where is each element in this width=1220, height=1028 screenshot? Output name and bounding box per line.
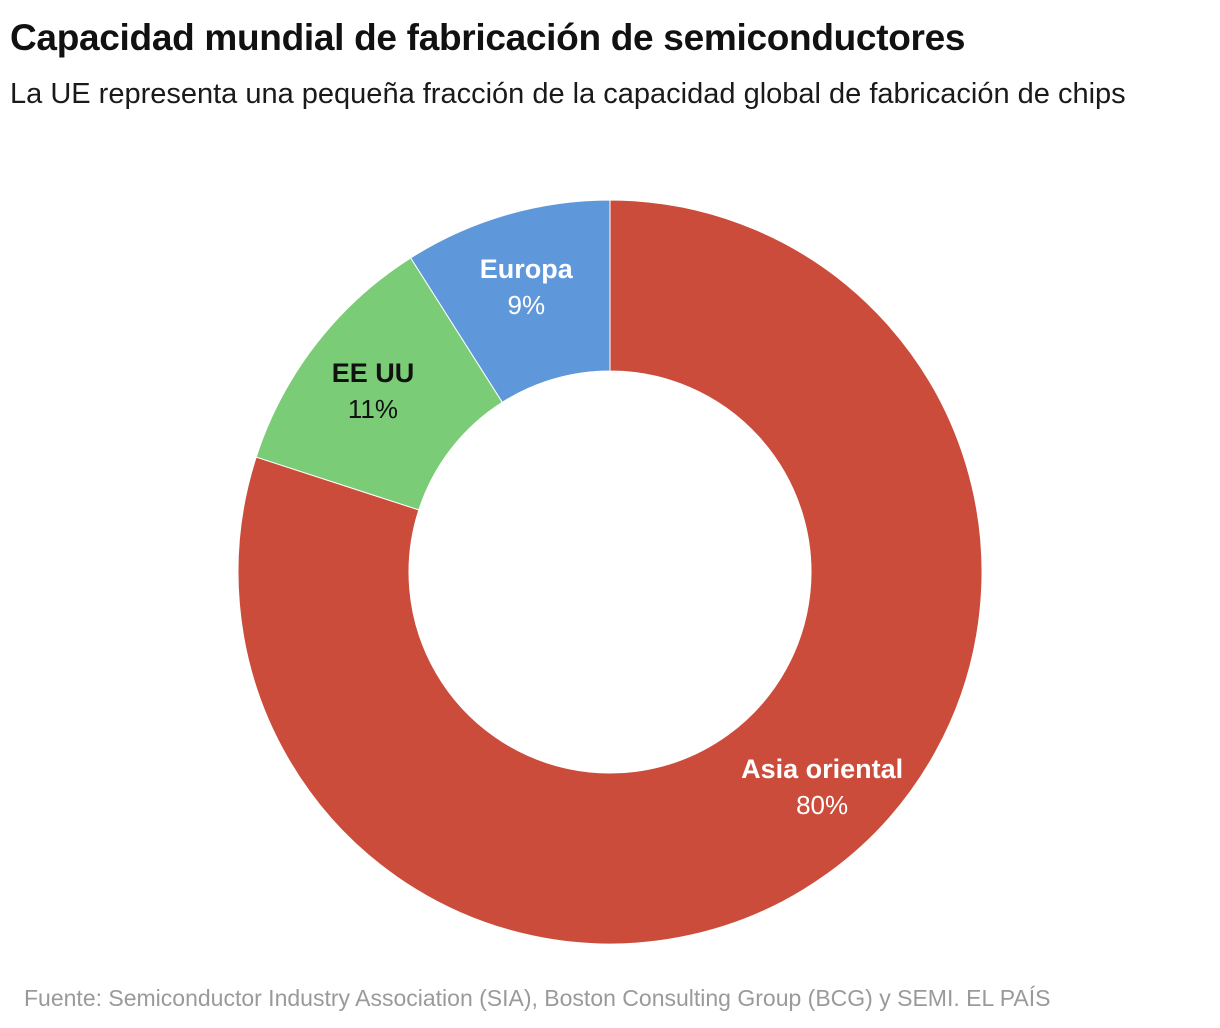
source-note: Fuente: Semiconductor Industry Associati… <box>24 985 1051 1011</box>
slice-value-ee-uu: 11% <box>348 394 398 424</box>
slice-label-europa: Europa <box>480 254 574 284</box>
slice-label-asia-oriental: Asia oriental <box>741 754 903 784</box>
chart-title: Capacidad mundial de fabricación de semi… <box>10 17 966 58</box>
chart-subtitle: La UE representa una pequeña fracción de… <box>10 78 1126 110</box>
slice-value-asia-oriental: 80% <box>796 790 848 820</box>
slice-value-europa: 9% <box>508 290 546 320</box>
slice-asia-oriental <box>237 199 983 945</box>
slice-europa <box>409 199 611 403</box>
slice-label-ee-uu: EE UU <box>332 358 415 388</box>
